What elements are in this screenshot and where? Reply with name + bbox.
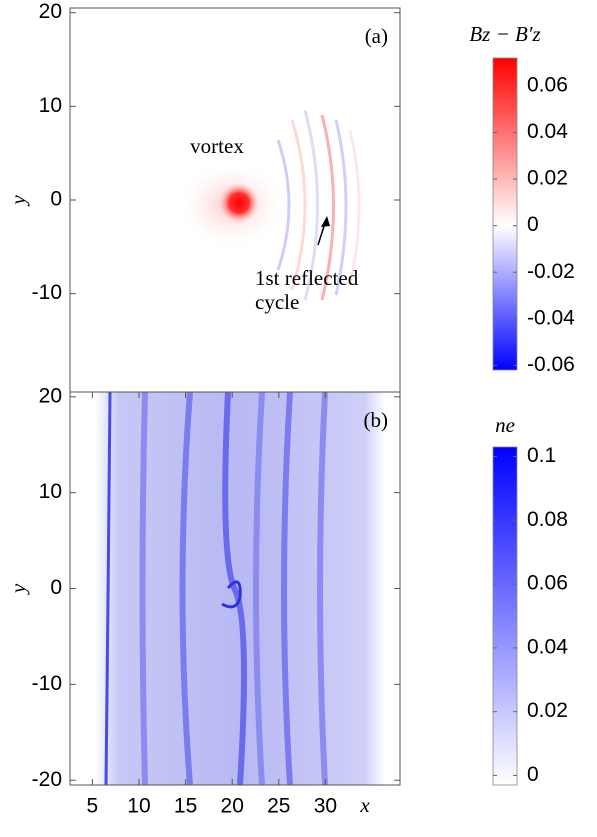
x-tick-label: 5 [87,795,99,818]
x-axis-label: x [359,793,370,817]
x-tick-label: 20 [221,795,244,818]
panel-label: (a) [365,24,388,48]
y-tick-label: 0 [50,576,62,599]
y-tick-label: -10 [32,281,62,304]
annotation: cycle [255,290,299,314]
colorbar-tick-label: 0.04 [527,635,568,658]
y-axis-label: y [6,583,30,595]
colorbar-tick-label: -0.02 [527,260,575,283]
y-tick-label: 10 [39,94,62,117]
colorbar-tick-label: 0.02 [527,699,568,722]
y-tick-label: 0 [50,188,62,211]
colorbar-title: ne [495,413,515,437]
colorbar-tick-label: 0.08 [527,508,568,531]
y-tick-label: 20 [39,0,62,23]
y-tick-label: -20 [32,768,62,791]
y-tick-label: 20 [39,384,62,407]
colorbar-tick-label: 0 [527,763,539,786]
y-tick-label: -10 [32,672,62,695]
colorbar-tick-label: 0.02 [527,167,568,190]
colorbar-title: Bz − B′z [469,22,540,46]
x-tick-label: 10 [127,795,150,818]
colorbar-tick-label: -0.06 [527,353,575,376]
colorbar-tick-label: 0.06 [527,572,568,595]
colorbar-tick-label: 0 [527,213,539,236]
x-tick-label: 30 [314,795,337,818]
field-b [70,392,400,785]
colorbar-tick-label: -0.04 [527,306,575,329]
panel-label: (b) [364,408,389,432]
arrow-head [321,216,330,227]
x-tick-label: 15 [174,795,197,818]
x-tick-label: 25 [267,795,290,818]
field-a [70,8,400,392]
colorbar-tick-label: 0.06 [527,73,568,96]
annotation: 1st reflected [255,266,359,290]
colorbar-tick-label: 0.04 [527,120,568,143]
colorbar-tick-label: 0.1 [527,444,556,467]
colorbar [492,446,518,786]
y-tick-label: 10 [39,480,62,503]
y-axis-label: y [6,195,30,207]
colorbar [492,57,518,371]
annotation: vortex [190,134,244,158]
